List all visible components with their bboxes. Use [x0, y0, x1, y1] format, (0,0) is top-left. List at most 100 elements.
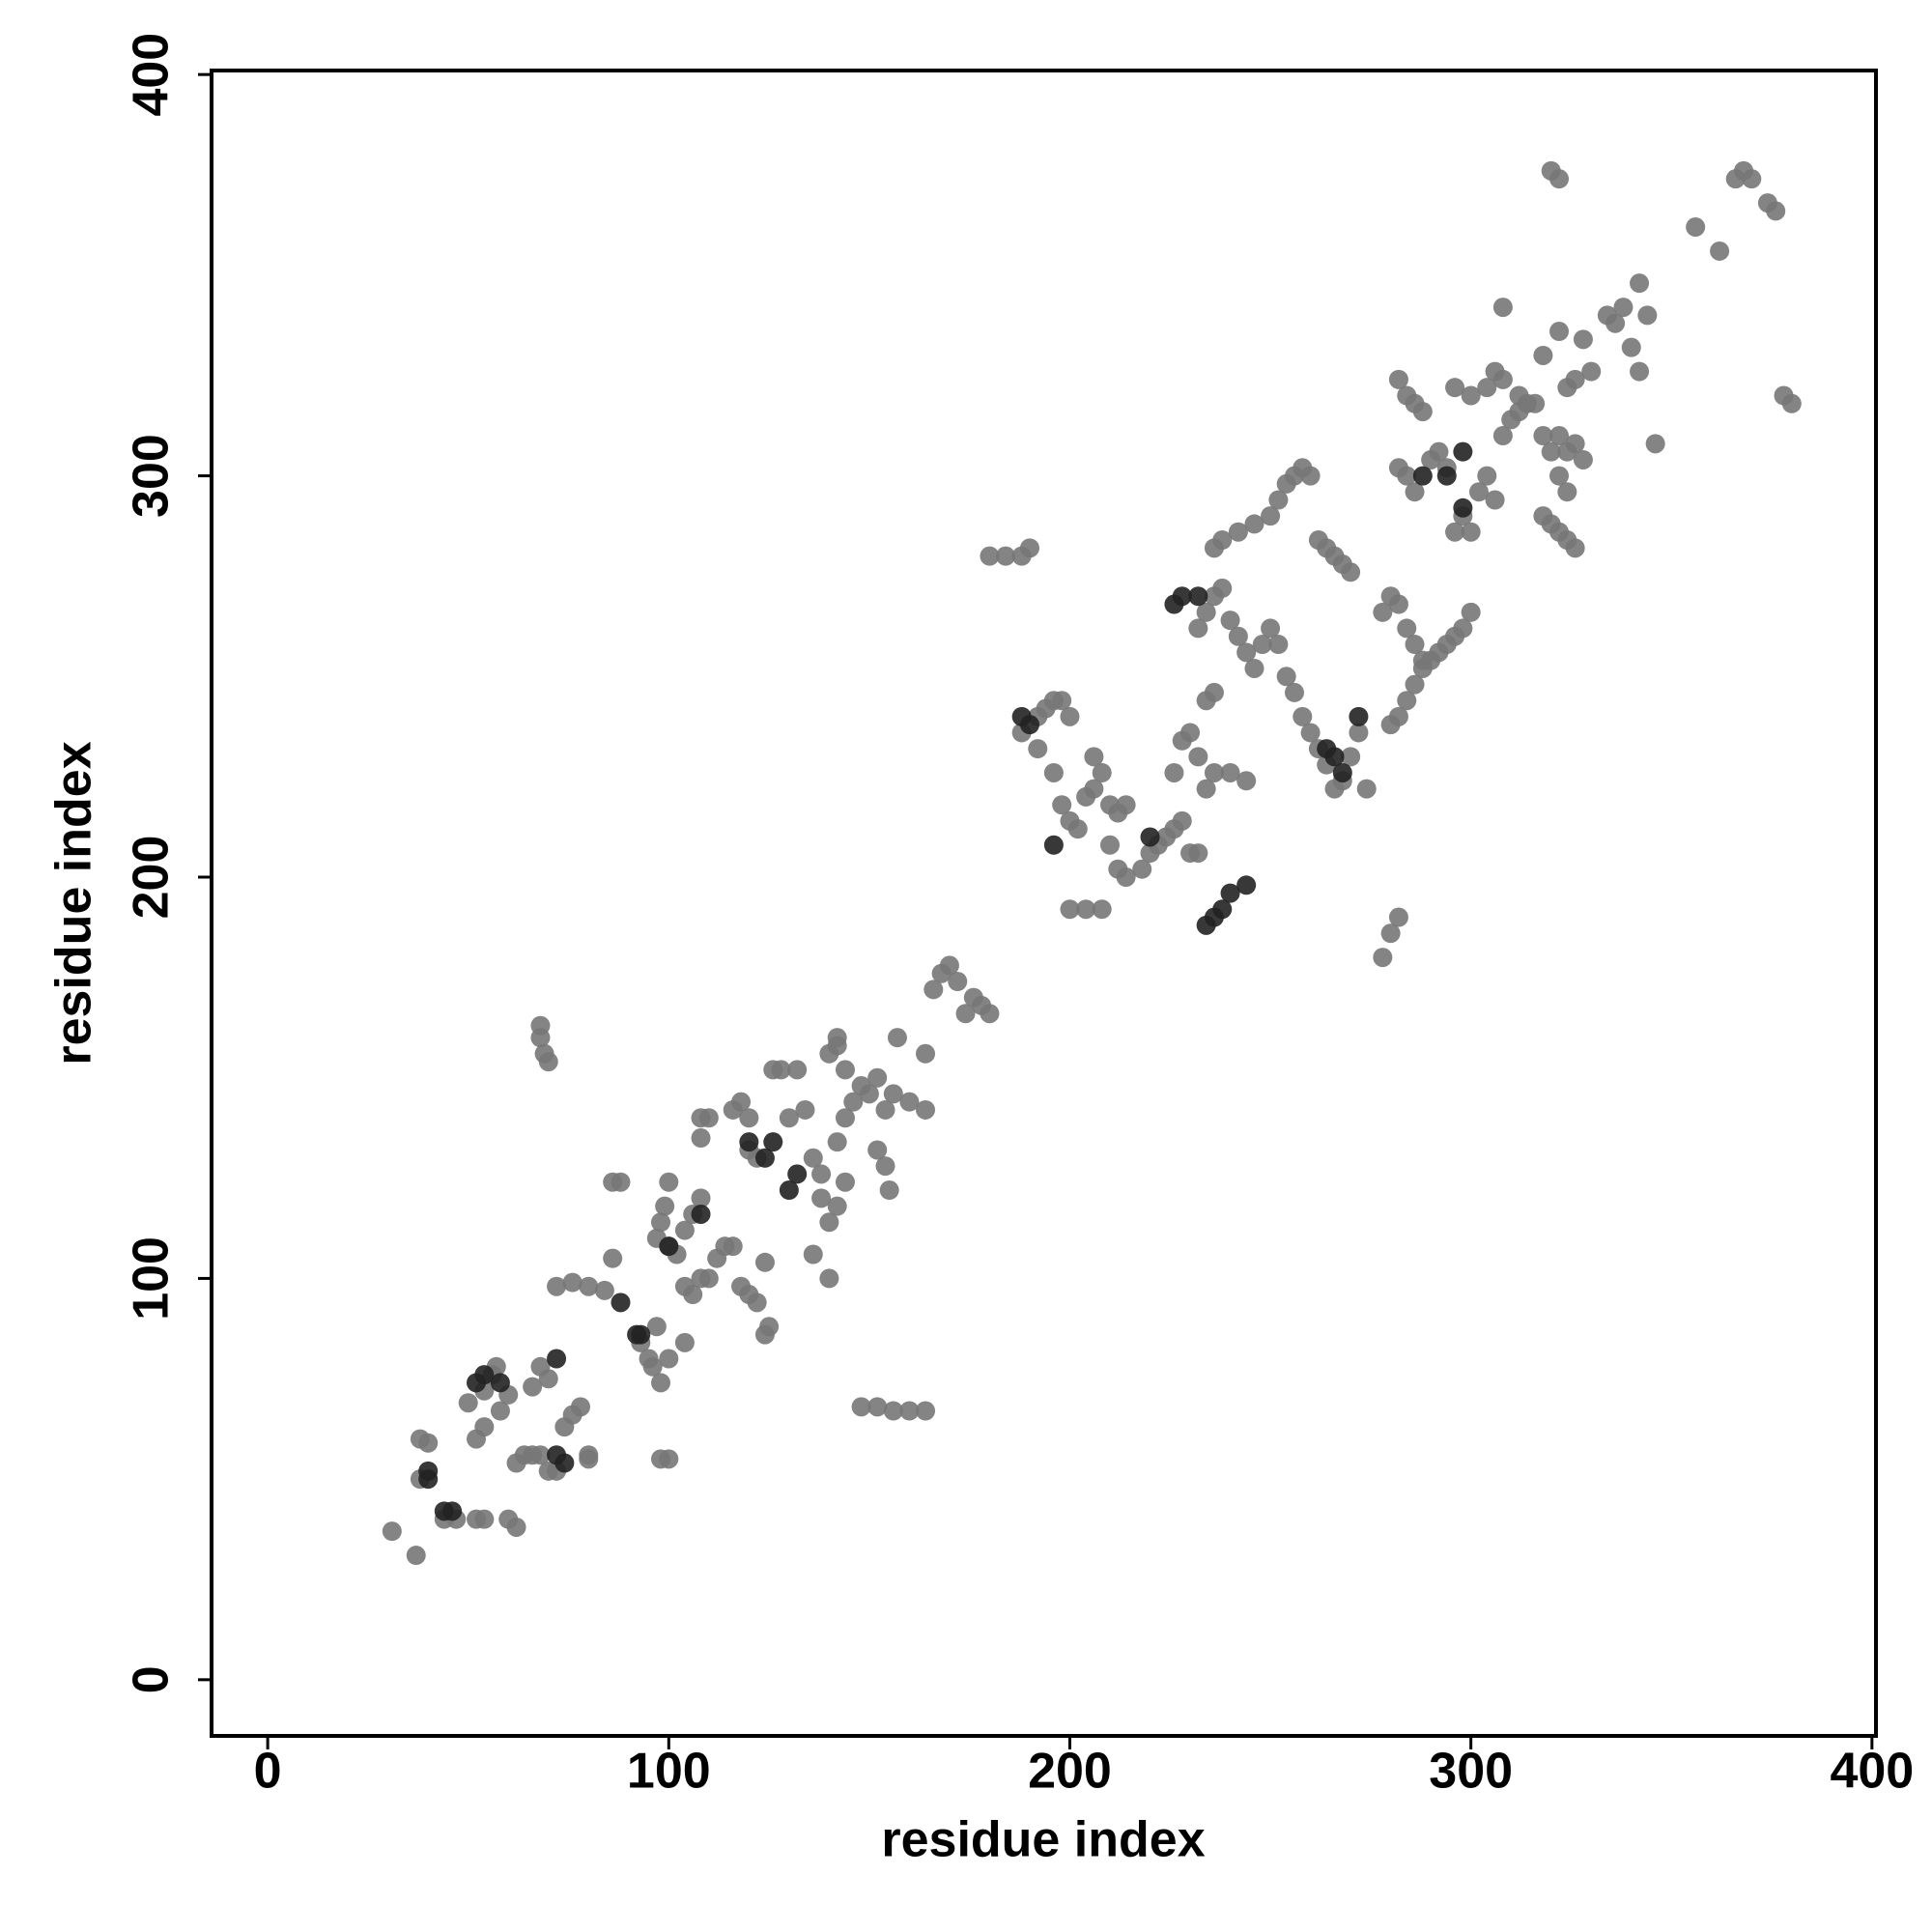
point — [1373, 948, 1393, 968]
y-tick-label: 100 — [124, 1236, 180, 1321]
point — [603, 1248, 623, 1268]
point — [1686, 217, 1706, 238]
point — [674, 1220, 695, 1240]
point — [1092, 762, 1112, 782]
y-tick-label: 0 — [124, 1665, 180, 1693]
point — [1324, 747, 1345, 767]
point — [530, 1445, 551, 1465]
point — [659, 1236, 679, 1257]
point — [1220, 762, 1240, 782]
y-tick-label: 300 — [124, 434, 180, 518]
point — [1172, 586, 1192, 607]
point — [1132, 859, 1152, 879]
point — [1228, 626, 1248, 646]
point — [659, 1172, 679, 1192]
point — [1349, 723, 1369, 743]
point — [923, 980, 944, 1000]
point — [382, 1521, 402, 1542]
point — [1244, 514, 1264, 534]
point — [1180, 723, 1201, 743]
point — [916, 1099, 936, 1120]
point — [1212, 899, 1233, 920]
point — [916, 1043, 936, 1064]
point — [1557, 482, 1577, 502]
point — [1397, 618, 1417, 639]
point — [1084, 779, 1104, 799]
point — [879, 1180, 899, 1201]
point — [883, 1401, 903, 1421]
point — [1276, 667, 1296, 687]
point — [1509, 385, 1529, 406]
point — [1228, 522, 1248, 542]
point — [1293, 706, 1313, 726]
point — [406, 1546, 426, 1566]
point — [659, 1349, 679, 1369]
point — [1573, 329, 1593, 350]
point — [1188, 747, 1208, 767]
point — [1341, 747, 1361, 767]
point — [723, 1236, 743, 1257]
y-tick-label: 400 — [124, 33, 180, 117]
point — [1388, 369, 1408, 389]
point — [819, 1212, 839, 1233]
point — [835, 1060, 855, 1080]
point — [1621, 337, 1641, 357]
point — [1742, 169, 1762, 189]
point — [1236, 771, 1257, 791]
point — [883, 1084, 903, 1104]
point — [1220, 611, 1240, 631]
point — [523, 1377, 543, 1397]
point — [739, 1108, 759, 1128]
point — [1380, 923, 1401, 944]
point — [418, 1433, 439, 1453]
point — [570, 1397, 590, 1417]
point — [1060, 706, 1080, 726]
point — [1637, 305, 1658, 326]
point — [1019, 715, 1039, 735]
point — [955, 1004, 976, 1024]
point — [1573, 449, 1593, 469]
point — [795, 1099, 815, 1120]
point — [1581, 361, 1602, 382]
point — [474, 1365, 495, 1385]
point — [916, 1401, 936, 1421]
point — [1052, 691, 1072, 711]
point — [1052, 795, 1072, 815]
point — [594, 1280, 614, 1300]
y-tick-label: 200 — [124, 836, 180, 920]
point — [1525, 393, 1546, 413]
point — [651, 1212, 671, 1233]
point — [458, 1393, 478, 1413]
point — [939, 955, 959, 976]
point — [1412, 650, 1433, 670]
point — [1196, 602, 1216, 622]
point — [759, 1317, 780, 1337]
point — [771, 1060, 791, 1080]
point — [835, 1172, 855, 1192]
point — [1429, 441, 1449, 462]
point — [655, 1196, 675, 1216]
point — [1549, 169, 1570, 189]
point — [1100, 835, 1121, 855]
point — [803, 1244, 823, 1264]
point — [899, 1092, 920, 1112]
point — [1388, 907, 1408, 927]
point — [1436, 466, 1457, 486]
point — [1084, 747, 1104, 767]
point — [1645, 434, 1665, 454]
point — [1261, 506, 1281, 526]
point — [651, 1373, 671, 1393]
point — [1565, 538, 1585, 558]
point — [996, 546, 1016, 566]
point — [1356, 779, 1377, 799]
point — [1341, 562, 1361, 582]
point — [1630, 361, 1650, 382]
point — [851, 1397, 871, 1417]
point — [1492, 426, 1513, 446]
point — [1204, 762, 1224, 782]
point — [1549, 426, 1570, 446]
point — [691, 1188, 711, 1208]
point — [547, 1276, 567, 1296]
point — [1605, 313, 1626, 333]
point — [1710, 241, 1730, 261]
